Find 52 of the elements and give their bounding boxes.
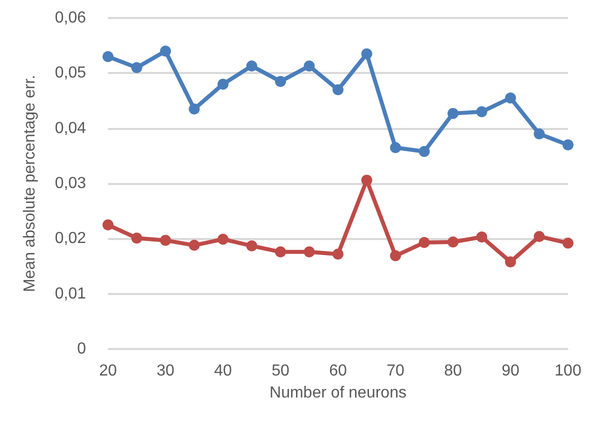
y-axis-title: Mean absolute percentage err.	[22, 74, 38, 292]
point	[418, 237, 430, 248]
x-tick-label: 80	[444, 362, 462, 380]
point	[390, 142, 401, 154]
point	[275, 246, 286, 258]
y-tick-label: 0	[77, 340, 86, 358]
point	[332, 248, 344, 260]
point	[476, 232, 488, 243]
point	[102, 51, 114, 62]
point	[160, 46, 171, 57]
point	[390, 250, 401, 262]
point	[332, 84, 344, 96]
point	[562, 238, 574, 249]
point	[534, 128, 545, 140]
point	[246, 240, 258, 252]
point	[361, 48, 372, 60]
x-tick-label: 70	[386, 362, 404, 380]
point	[131, 62, 142, 74]
x-tick-label: 50	[272, 362, 290, 380]
y-tick-label: 0,01	[54, 285, 86, 302]
point	[131, 232, 142, 244]
point	[246, 60, 258, 72]
point	[304, 60, 315, 72]
y-tick-label: 0,02	[54, 230, 86, 248]
point	[160, 234, 171, 246]
point	[304, 246, 315, 258]
point	[505, 256, 516, 268]
x-tick-label: 30	[156, 362, 174, 380]
x-tick-label: 40	[214, 362, 232, 380]
point	[188, 240, 200, 251]
point	[218, 234, 228, 245]
point	[275, 76, 286, 87]
point	[188, 104, 200, 115]
point	[448, 236, 458, 248]
point	[505, 92, 516, 104]
y-tick-label: 0,04	[54, 120, 86, 137]
y-tick-label: 0,05	[54, 64, 86, 82]
point	[218, 78, 228, 90]
point	[361, 174, 372, 186]
x-tick-label: 90	[502, 362, 520, 380]
point	[562, 139, 574, 150]
point	[418, 146, 430, 157]
x-axis-title: Number of neurons	[270, 384, 406, 402]
point	[534, 230, 545, 242]
point	[102, 219, 114, 230]
y-tick-label: 0,06	[54, 10, 86, 26]
point	[448, 108, 458, 119]
point	[476, 106, 488, 118]
x-tick-label: 60	[329, 362, 347, 380]
x-tick-label: 100	[554, 362, 582, 380]
y-tick-label: 0,03	[54, 175, 86, 192]
x-tick-label: 20	[99, 362, 117, 380]
